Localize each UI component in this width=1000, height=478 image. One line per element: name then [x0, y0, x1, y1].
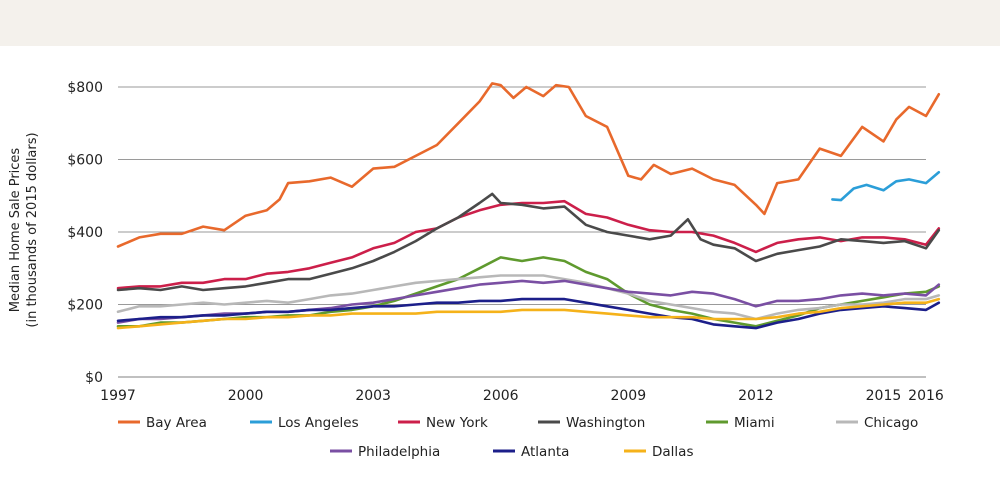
y-tick-label: $0 [85, 370, 103, 386]
legend: Bay Area Los Angeles New York Washington Mia… [118, 415, 918, 460]
legend-label: Los Angeles [278, 415, 359, 431]
series-line-new-york [116, 199, 941, 290]
x-tick-label: 2015 [866, 388, 902, 404]
y-tick-label: $200 [67, 298, 103, 314]
header-band [0, 0, 1000, 46]
x-tick-label: 2006 [483, 388, 519, 404]
legend-label: Chicago [864, 415, 918, 431]
grid-lines [118, 86, 926, 378]
y-axis-label-line-1: Median Home Sale Prices [8, 148, 23, 313]
x-tick-label: 1997 [100, 388, 136, 404]
x-axis-ticks: 1997 2000 2003 2006 2009 2012 2015 2016 [100, 388, 944, 404]
series-line-washington [116, 192, 941, 292]
x-tick-label: 2012 [738, 388, 774, 404]
y-tick-label: $400 [67, 225, 103, 241]
series-line-miami [116, 256, 941, 328]
x-tick-label: 2003 [355, 388, 391, 404]
y-tick-label: $800 [67, 80, 103, 96]
legend-label: Atlanta [521, 444, 569, 460]
series-line-los-angeles [831, 170, 941, 202]
legend-label: New York [426, 415, 488, 431]
legend-label: Philadelphia [358, 444, 440, 460]
series-lines [116, 82, 941, 330]
x-tick-label: 2009 [610, 388, 646, 404]
x-tick-label: 2000 [228, 388, 264, 404]
legend-label: Washington [566, 415, 645, 431]
legend-label: Dallas [652, 444, 693, 460]
series-line-atlanta [116, 297, 941, 330]
series-line-bay-area [116, 82, 941, 248]
series-line-dallas [116, 297, 941, 330]
y-axis-ticks: $0 $200 $400 $600 $800 [67, 80, 103, 386]
series-line-chicago [116, 274, 941, 321]
y-tick-label: $600 [67, 153, 103, 169]
y-axis-label-line-2: (in thousands of 2015 dollars) [25, 132, 40, 327]
x-tick-label: 2016 [908, 388, 944, 404]
legend-label: Miami [734, 415, 775, 431]
legend-label: Bay Area [146, 415, 207, 431]
